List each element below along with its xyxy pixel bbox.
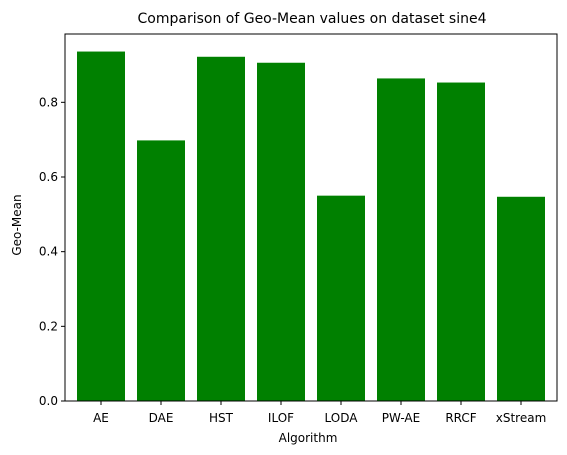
y-tick-label: 0.6 [39,170,58,184]
y-tick-label: 0.0 [39,394,58,408]
x-axis-label: Algorithm [279,431,338,445]
y-tick-label: 0.8 [39,95,58,109]
y-tick-label: 0.2 [39,319,58,333]
bar-dae [137,140,185,401]
x-tick-label: PW-AE [382,411,420,425]
bar-hst [197,56,245,401]
x-tick-label: xStream [496,411,547,425]
x-tick-label: LODA [325,411,359,425]
bar-pw-ae [377,78,425,401]
bar-ilof [257,62,305,401]
plot-frame [64,33,558,402]
x-axis-ticks: AE DAE HST ILOF LODA PW-AE RRCF xStream [93,401,546,425]
bar-loda [317,195,365,401]
x-tick-label: DAE [149,411,174,425]
x-tick-label: AE [93,411,109,425]
bars [77,51,545,401]
chart-title: Comparison of Geo-Mean values on dataset… [138,11,487,27]
y-tick-label: 0.4 [39,245,58,259]
bar-ae [77,51,125,401]
x-tick-label: HST [209,411,234,425]
bar-xstream [497,196,545,401]
y-axis-ticks: 0.0 0.2 0.4 0.6 0.8 [39,95,65,408]
bar-rrcf [437,82,485,401]
x-tick-label: RRCF [445,411,476,425]
y-axis-label: Geo-Mean [10,194,24,255]
x-tick-label: ILOF [268,411,294,425]
